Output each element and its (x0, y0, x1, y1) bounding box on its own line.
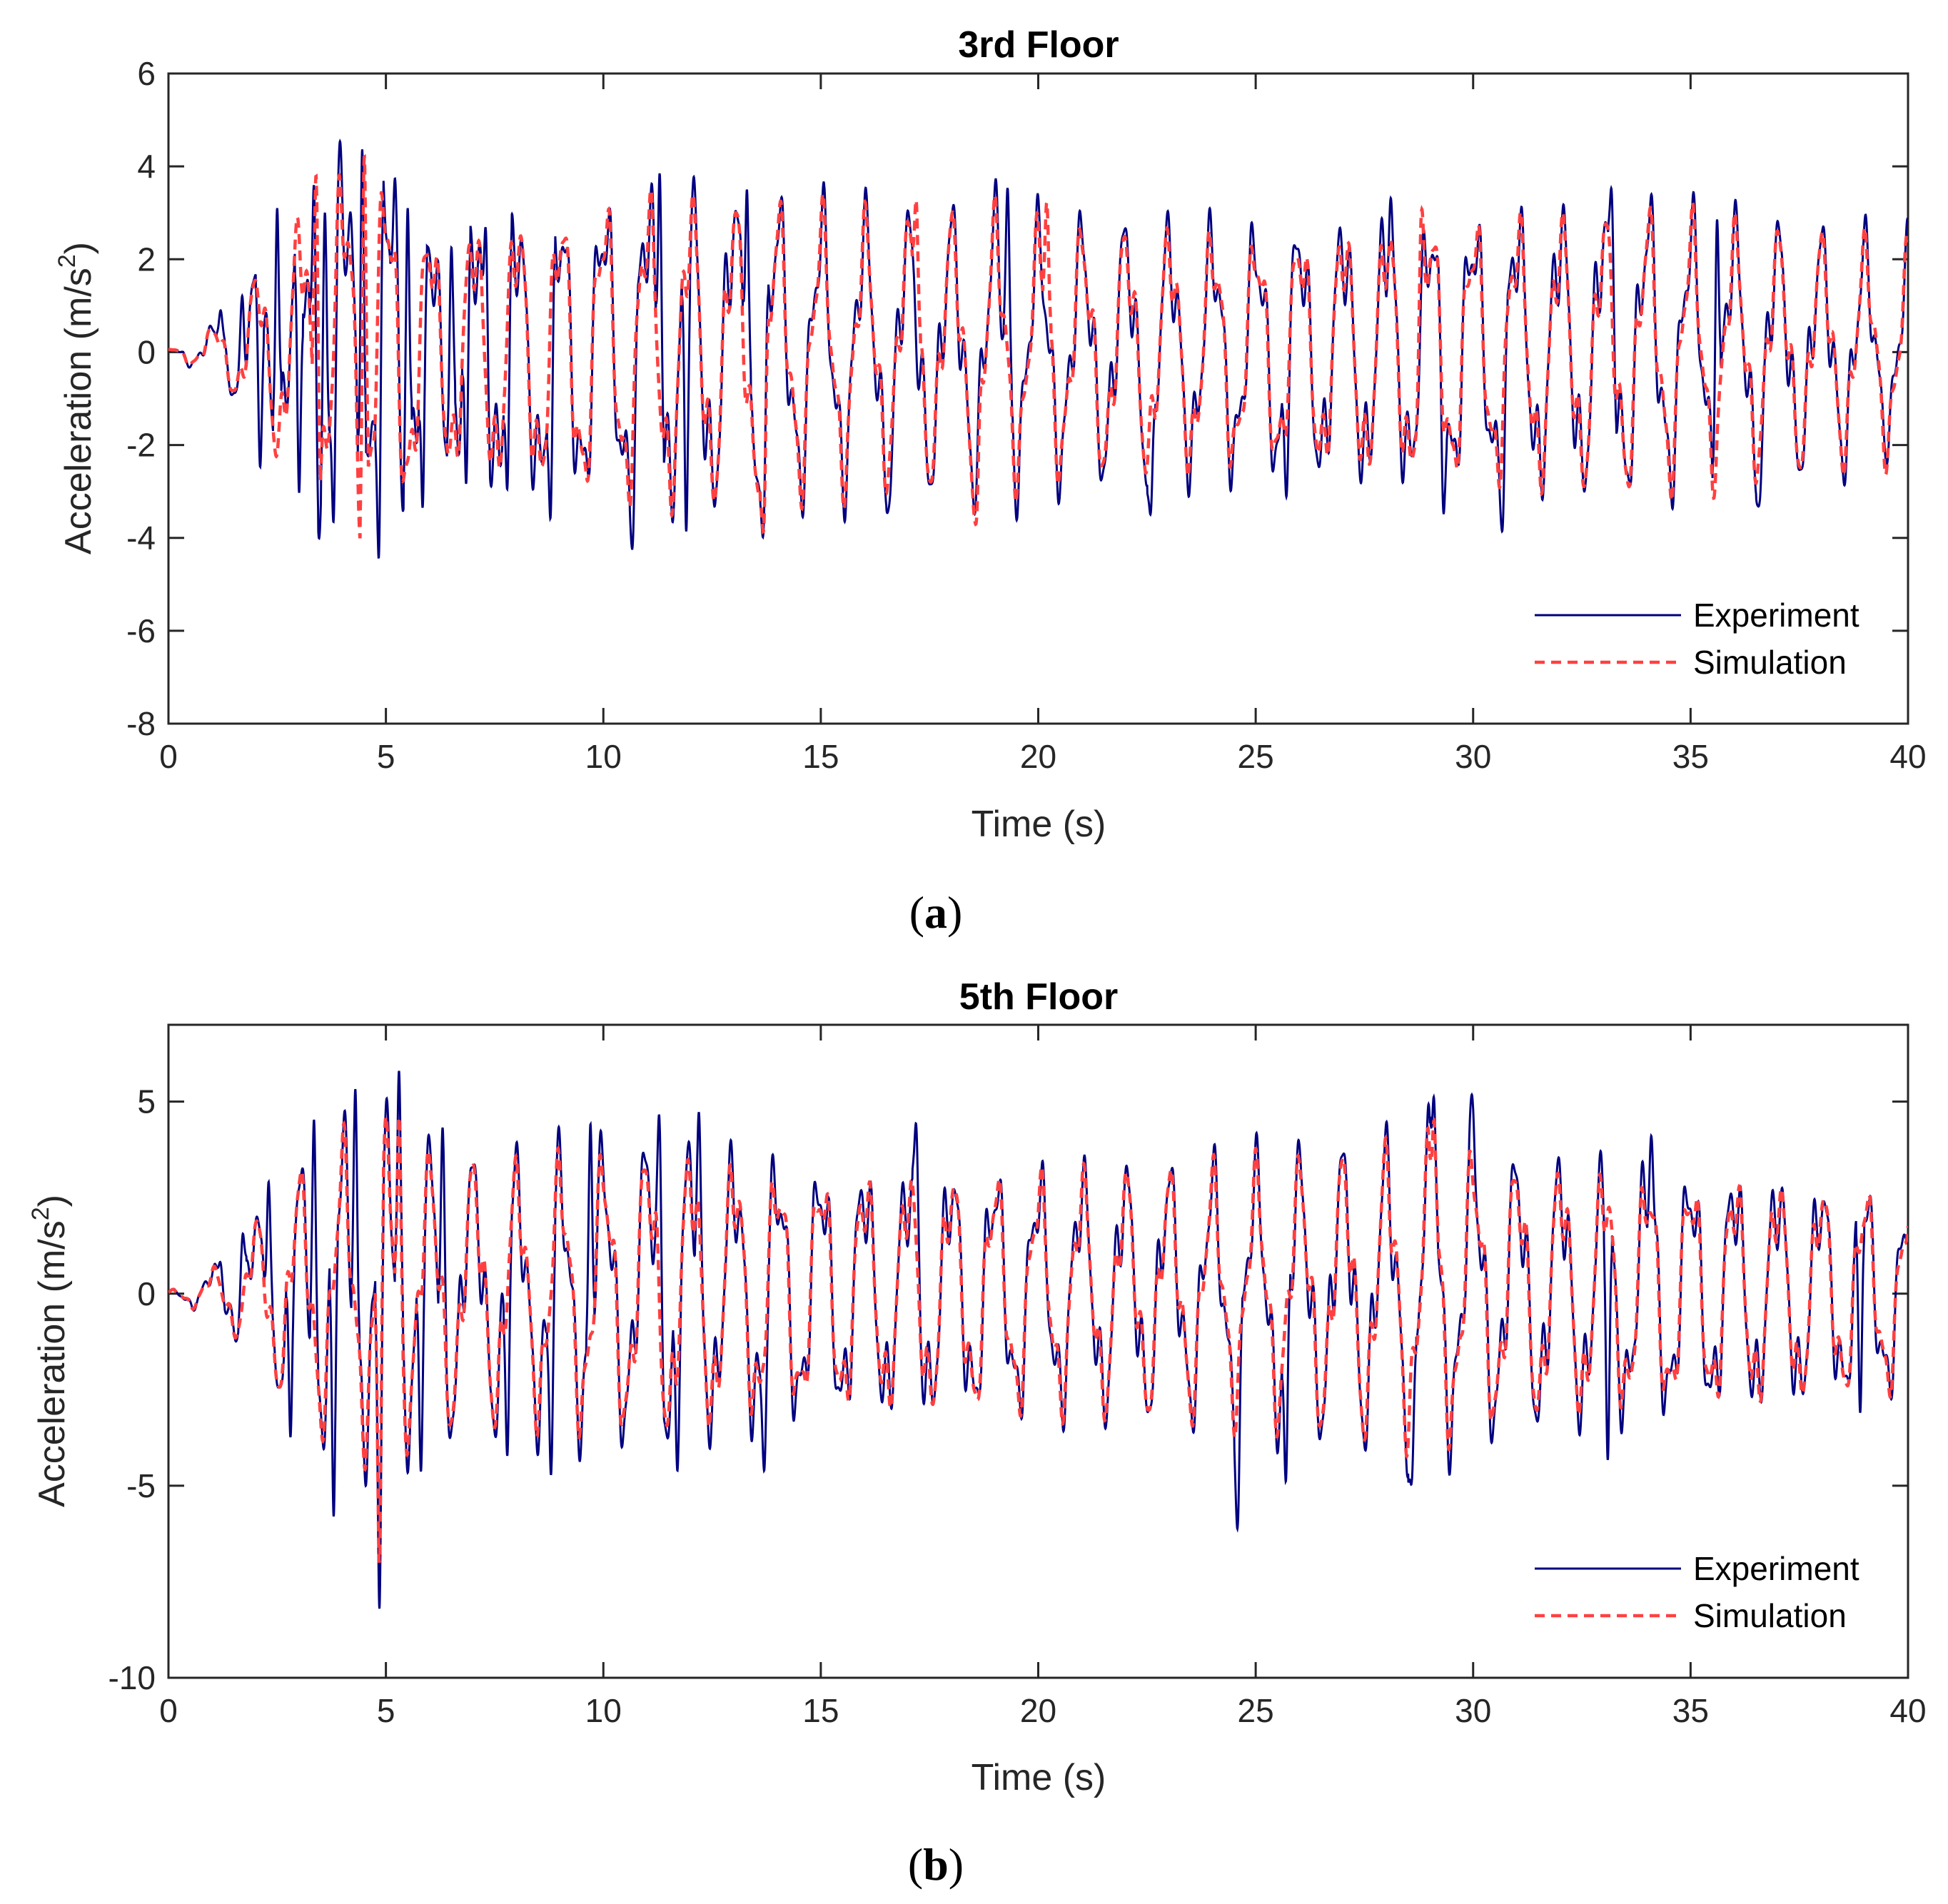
y-tick-label: 6 (137, 55, 156, 92)
chart-title: 5th Floor (959, 976, 1118, 1018)
legend: Experiment Simulation (1535, 1550, 1859, 1634)
x-tick-label: 40 (1889, 738, 1926, 775)
y-tick-label: 0 (137, 333, 156, 370)
legend-experiment-label: Experiment (1693, 1550, 1859, 1587)
simulation-line (168, 153, 1908, 539)
y-axis-label-exponent: 2 (27, 1207, 54, 1220)
y-axis-label-text: Acceleration (m/s (58, 268, 99, 555)
x-tick-label: 25 (1238, 738, 1274, 775)
y-axis-label-exponent: 2 (54, 254, 81, 268)
x-ticks: 0 5 10 15 20 25 30 35 40 (159, 1025, 1927, 1729)
x-axis-label: Time (s) (972, 1757, 1106, 1798)
x-tick-label: 35 (1672, 738, 1709, 775)
y-ticks: -8 -6 -4 -2 0 2 4 6 (126, 55, 1908, 742)
y-axis-label: Acceleration (m/s2) (27, 1195, 73, 1507)
legend-simulation-label: Simulation (1693, 1597, 1847, 1634)
panel-b-5th-floor: 5th Floor -10 -5 0 5 0 5 10 15 20 25 30 35 40 Time … (27, 976, 1927, 1890)
y-tick-label: 5 (137, 1083, 156, 1120)
x-tick-label: 15 (802, 1692, 839, 1729)
x-tick-label: 20 (1020, 738, 1056, 775)
legend: Experiment Simulation (1535, 597, 1859, 681)
x-tick-label: 35 (1672, 1692, 1709, 1729)
plot-area (167, 72, 1909, 725)
y-tick-label: -5 (126, 1467, 156, 1504)
y-tick-label: 4 (137, 148, 156, 185)
x-tick-label: 30 (1455, 1692, 1491, 1729)
legend-experiment-label: Experiment (1693, 597, 1859, 634)
chart-title: 3rd Floor (958, 24, 1119, 66)
y-tick-label: -8 (126, 705, 156, 742)
y-tick-label: 0 (137, 1275, 156, 1312)
y-tick-label: -6 (126, 612, 156, 649)
x-tick-label: 25 (1238, 1692, 1274, 1729)
x-tick-label: 30 (1455, 738, 1491, 775)
y-tick-label: -4 (126, 520, 156, 557)
x-tick-label: 0 (159, 738, 178, 775)
simulation-line (168, 1114, 1908, 1564)
x-tick-label: 40 (1889, 1692, 1926, 1729)
x-tick-label: 5 (377, 1692, 395, 1729)
x-tick-label: 0 (159, 1692, 178, 1729)
y-axis-label-close: ) (31, 1195, 73, 1207)
legend-simulation-label: Simulation (1693, 644, 1847, 681)
plot-area (167, 1023, 1909, 1679)
y-axis-label-text: Acceleration (m/s (31, 1220, 73, 1507)
x-tick-label: 15 (802, 738, 839, 775)
panel-label-a-letter: a (924, 887, 947, 938)
y-tick-label: -10 (108, 1659, 156, 1696)
x-axis-label: Time (s) (972, 804, 1106, 845)
panel-label-b-letter: b (923, 1839, 949, 1890)
x-tick-label: 10 (585, 738, 622, 775)
x-tick-label: 5 (377, 738, 395, 775)
x-tick-label: 20 (1020, 1692, 1056, 1729)
y-tick-label: -2 (126, 427, 156, 464)
x-tick-label: 10 (585, 1692, 622, 1729)
panel-label-b: (b) (908, 1839, 964, 1890)
panel-label-a: (a) (909, 887, 963, 938)
x-ticks: 0 5 10 15 20 25 30 35 40 (159, 74, 1927, 775)
y-ticks: -10 -5 0 5 (108, 1083, 1908, 1696)
y-axis-label-close: ) (58, 242, 99, 254)
y-tick-label: 2 (137, 240, 156, 278)
y-axis-label: Acceleration (m/s2) (54, 242, 99, 555)
